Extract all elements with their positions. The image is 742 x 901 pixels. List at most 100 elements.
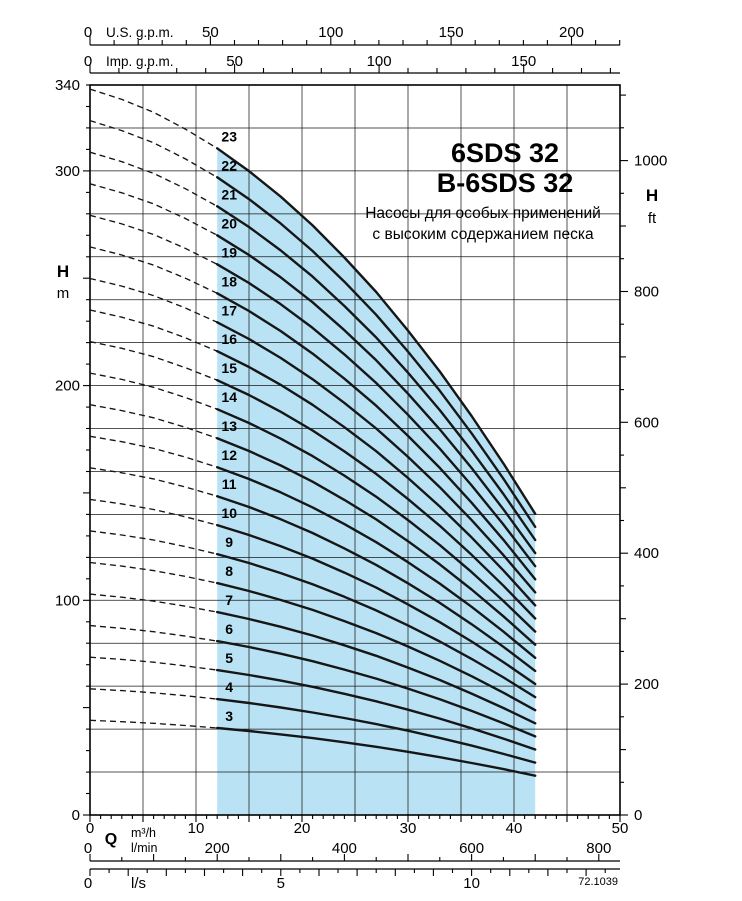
pump-curve-dashed — [89, 656, 218, 671]
stage-label: 20 — [221, 215, 237, 231]
pump-curve-solid — [216, 321, 537, 594]
pump-curve-dashed — [89, 88, 218, 149]
pump-curve-solid — [216, 176, 537, 529]
tick-label: 0 — [86, 820, 94, 837]
tick-label: 10 — [463, 875, 480, 892]
pump-curve-dashed — [89, 688, 218, 700]
pump-curve-dashed — [89, 467, 218, 497]
stage-label: 12 — [221, 447, 237, 463]
tick-label: 150 — [439, 24, 464, 41]
stage-label: 23 — [221, 128, 237, 144]
pump-curve-dashed — [89, 404, 218, 439]
tick-label: 100 — [318, 24, 343, 41]
stage-label: 11 — [222, 476, 237, 492]
pump-curve-dashed — [89, 561, 218, 584]
subtitle-line-1: Насосы для особых применений — [365, 205, 601, 222]
tick-label: 200 — [205, 840, 230, 857]
curves-layer — [89, 88, 537, 777]
pump-curve-dashed — [89, 214, 218, 265]
imp-gpm-scale-label: Imp. g.p.m. — [106, 54, 174, 69]
tick-label: 100 — [367, 53, 392, 70]
tick-label: 50 — [612, 820, 629, 837]
ls-zero-label: 0 — [84, 875, 92, 892]
us-gpm-scale-label: U.S. g.p.m. — [106, 25, 174, 40]
head-axis-unit-m: m — [57, 285, 70, 302]
pump-curve-solid — [216, 495, 537, 673]
pump-curve-dashed — [89, 530, 218, 555]
stage-label: 15 — [221, 360, 237, 376]
stage-label: 18 — [221, 273, 237, 289]
pump-curve-solid — [216, 466, 537, 659]
pump-curve-dashed — [89, 277, 218, 323]
pump-model-title: 6SDS 32 — [451, 138, 559, 168]
tick-label: 600 — [459, 840, 484, 857]
pump-curve-dashed — [89, 719, 218, 729]
us-gpm-zero-label: 0 — [84, 24, 92, 41]
flow-unit-lmin: l/min — [131, 841, 157, 855]
pump-curve-solid — [216, 668, 537, 751]
stage-label: 10 — [221, 505, 237, 521]
pump-curve-dashed — [89, 309, 218, 352]
stage-label: 3 — [225, 708, 233, 724]
stage-label: 13 — [221, 418, 237, 434]
pump-curve-solid — [216, 292, 537, 581]
pump-curve-solid — [216, 408, 537, 633]
tick-label: 50 — [202, 24, 219, 41]
pump-curve-dashed — [89, 246, 218, 294]
stage-label: 17 — [221, 302, 237, 318]
tick-label: 0 — [634, 807, 642, 824]
tick-label: 400 — [634, 545, 659, 562]
stage-label: 19 — [221, 244, 237, 260]
operating-region-layer — [217, 148, 536, 816]
pump-curve-solid — [216, 147, 537, 515]
pump-curve-dashed — [89, 498, 218, 526]
tick-label: 0 — [72, 807, 80, 824]
pump-curve-dashed — [89, 340, 218, 381]
stage-label: 7 — [225, 592, 233, 608]
stage-labels-layer: 3 4 5 6 7 8 9 10 11 12 13 14 15 16 17 18 19 20 21 22 23 — [221, 128, 237, 724]
tick-label: 340 — [55, 77, 80, 94]
tick-label: 30 — [400, 820, 417, 837]
pump-curve-solid — [216, 263, 537, 568]
tick-label: 800 — [634, 284, 659, 301]
pump-curve-solid — [216, 205, 537, 542]
pump-curve-solid — [216, 581, 537, 712]
flow-unit-m3h: m³/h — [131, 826, 156, 840]
pump-curve-dashed — [89, 593, 218, 613]
imp-gpm-zero-label: 0 — [84, 53, 92, 70]
pump-curve-solid — [216, 437, 537, 646]
pump-curve-solid — [216, 697, 537, 764]
pump-curve-dashed — [89, 151, 218, 207]
stage-label: 8 — [225, 563, 233, 579]
stage-label: 9 — [225, 534, 233, 550]
pump-curve-solid — [216, 350, 537, 607]
tick-label: 200 — [559, 24, 584, 41]
stage-label: 16 — [221, 331, 237, 347]
pump-curve-solid — [216, 552, 537, 699]
pump-model-title-2: B-6SDS 32 — [437, 168, 574, 198]
stage-label: 4 — [225, 679, 233, 695]
tick-label: 100 — [55, 592, 80, 609]
pump-curve-solid — [216, 639, 537, 738]
pump-curve-solid — [216, 234, 537, 555]
tick-label: 40 — [506, 820, 523, 837]
tick-label: 200 — [634, 676, 659, 693]
operating-region — [217, 148, 536, 816]
subtitle-line-2: с высоким содержанием песка — [372, 226, 594, 243]
stage-label: 6 — [225, 621, 233, 637]
pump-curve-solid — [216, 610, 537, 725]
tick-label: 300 — [55, 163, 80, 180]
lmin-zero-label: 0 — [84, 840, 92, 857]
tick-label: 600 — [634, 414, 659, 431]
tick-label: 400 — [332, 840, 357, 857]
head-axis-letter-left: H — [57, 262, 69, 281]
flow-axis-letter: Q — [105, 831, 117, 848]
stage-label: 21 — [221, 186, 237, 202]
tick-label: 50 — [226, 53, 243, 70]
tick-label: 800 — [586, 840, 611, 857]
pump-curve-dashed — [89, 624, 218, 642]
stage-label: 14 — [221, 389, 237, 405]
tick-label: 10 — [188, 820, 205, 837]
axis-ticks-layer — [83, 36, 628, 876]
